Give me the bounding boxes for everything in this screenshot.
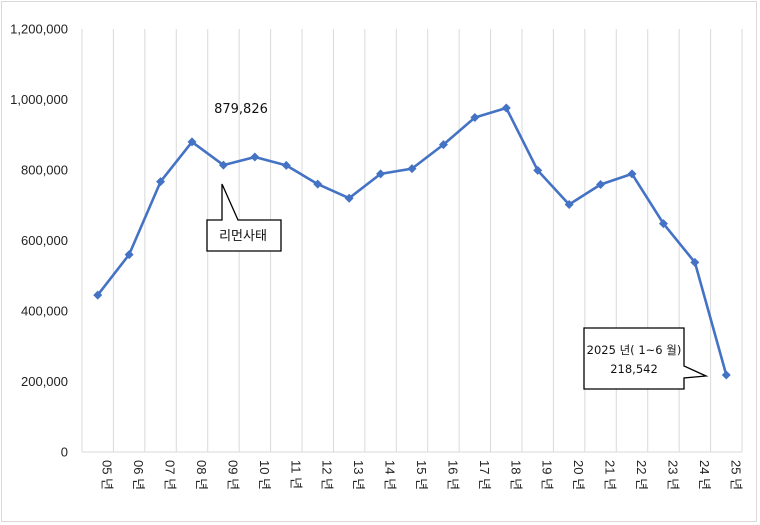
callout-lehman-text: 리먼사태 bbox=[219, 229, 267, 244]
x-tick-label: 16 년 bbox=[445, 460, 460, 490]
data-point-marker bbox=[533, 165, 543, 175]
series-layer bbox=[93, 103, 731, 380]
data-point-marker bbox=[470, 112, 480, 122]
y-tick-label: 600,000 bbox=[21, 233, 68, 248]
x-tick-label: 18 년 bbox=[508, 460, 523, 490]
data-point-marker bbox=[596, 179, 606, 189]
x-tick-label: 23 년 bbox=[665, 460, 680, 490]
x-tick-label: 14 년 bbox=[383, 460, 398, 490]
annotation-callout-lehman: 리먼사태 bbox=[206, 183, 282, 252]
data-point-marker bbox=[313, 179, 323, 189]
x-tick-label: 05 년 bbox=[100, 460, 115, 490]
callout-2025-title: 2025 년( 1~6 월) bbox=[587, 343, 682, 357]
y-tick-label: 1,000,000 bbox=[10, 92, 68, 107]
x-tick-label: 11 년 bbox=[288, 460, 303, 489]
x-tick-label: 20 년 bbox=[571, 460, 586, 490]
data-point-marker bbox=[281, 160, 291, 170]
data-point-marker bbox=[627, 169, 637, 179]
data-point-marker bbox=[407, 164, 417, 174]
annotation-peak-value: 879,826 bbox=[214, 102, 268, 117]
callout-2025-value: 218,542 bbox=[610, 362, 658, 376]
annotation-callout-2025: 2025 년( 1~6 월) 218,542 bbox=[583, 327, 709, 390]
x-tick-label: 09 년 bbox=[225, 460, 240, 490]
data-point-marker bbox=[690, 257, 700, 267]
y-tick-label: 400,000 bbox=[21, 304, 68, 319]
x-tick-label: 10 년 bbox=[257, 460, 272, 490]
x-tick-label: 12 년 bbox=[320, 460, 335, 490]
x-tick-label: 22 년 bbox=[634, 460, 649, 490]
data-point-marker bbox=[438, 140, 448, 150]
data-point-marker bbox=[376, 169, 386, 179]
data-point-marker bbox=[124, 250, 134, 260]
y-tick-label: 200,000 bbox=[21, 374, 68, 389]
data-point-marker bbox=[156, 177, 166, 187]
x-tick-label: 13 년 bbox=[351, 460, 366, 490]
grid-lines bbox=[81, 29, 743, 453]
data-point-marker bbox=[721, 370, 731, 380]
y-tick-label: 0 bbox=[61, 445, 68, 460]
data-point-marker bbox=[501, 103, 511, 113]
x-tick-label: 25 년 bbox=[728, 460, 743, 490]
x-axis-tick-labels: 05 년 06 년 07 년 08 년 09 년 10 년 11 년 12 년 13 년 14 년… bbox=[100, 460, 744, 490]
y-tick-label: 1,200,000 bbox=[10, 22, 68, 37]
data-point-marker bbox=[658, 219, 668, 229]
x-tick-label: 07 년 bbox=[163, 460, 178, 490]
data-point-marker bbox=[218, 160, 228, 170]
x-tick-label: 19 년 bbox=[540, 460, 555, 490]
data-point-marker bbox=[344, 193, 354, 203]
y-axis-tick-labels: 0 200,000 400,000 600,000 800,000 1,000,000 1,… bbox=[10, 22, 68, 460]
callout-2025-shape bbox=[583, 327, 709, 390]
x-tick-label: 21 년 bbox=[603, 460, 618, 490]
data-point-marker bbox=[187, 137, 197, 147]
y-tick-label: 800,000 bbox=[21, 163, 68, 178]
data-point-marker bbox=[93, 290, 103, 300]
x-tick-label: 24 년 bbox=[697, 460, 712, 490]
x-tick-label: 15 년 bbox=[414, 460, 429, 490]
x-tick-label: 06 년 bbox=[131, 460, 146, 490]
data-point-marker bbox=[564, 200, 574, 210]
x-tick-label: 08 년 bbox=[194, 460, 209, 490]
x-tick-label: 17 년 bbox=[477, 460, 492, 490]
callout-lehman-shape bbox=[206, 183, 282, 252]
data-point-marker bbox=[250, 152, 260, 162]
